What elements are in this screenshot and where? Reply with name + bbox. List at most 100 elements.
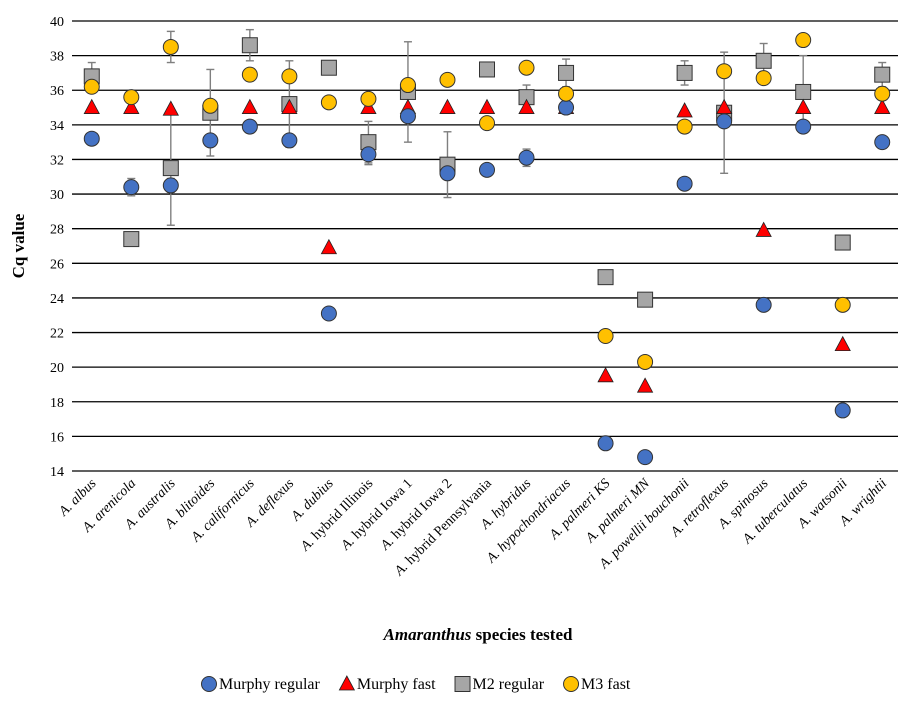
marker-murphy-fast	[518, 98, 535, 114]
marker-m2-regular	[597, 269, 614, 286]
y-tick-label-24: 24	[50, 292, 64, 307]
marker-murphy-fast	[123, 98, 140, 114]
marker-murphy-fast	[874, 98, 891, 114]
y-tick-label-14: 14	[50, 465, 64, 480]
y-axis-tick-labels: 14 16 18 20 22 24 26 28 30 32 34 36 38 40	[50, 15, 64, 480]
marker-murphy-fast	[478, 98, 496, 114]
marker-murphy-regular	[123, 179, 140, 196]
y-tick-label-26: 26	[50, 257, 64, 272]
x-tick-label: A. hybrid Iowa 2	[377, 476, 455, 554]
marker-m2-regular	[162, 160, 179, 177]
marker-murphy-fast	[162, 100, 179, 116]
marker-m3-fast	[360, 90, 377, 107]
y-tick-label-38: 38	[50, 50, 64, 65]
legend-label-m3-fast: M3 fast	[581, 676, 631, 693]
y-tick-label-32: 32	[50, 153, 64, 168]
marker-m3-fast	[83, 78, 100, 95]
marker-murphy-regular	[834, 402, 851, 419]
legend-marker-m2-regular	[454, 676, 471, 692]
x-tick-label: A. hybrid Iowa 1	[338, 476, 416, 554]
marker-murphy-regular	[716, 113, 733, 130]
x-axis-title-rest: species tested	[471, 625, 573, 644]
marker-murphy-regular	[202, 132, 219, 149]
marker-murphy-regular	[320, 305, 337, 322]
marker-m3-fast	[874, 85, 891, 102]
marker-m3-fast	[162, 38, 179, 55]
marker-m3-fast	[637, 353, 654, 370]
marker-murphy-fast	[241, 98, 259, 114]
y-tick-label-16: 16	[50, 430, 64, 445]
marker-murphy-regular	[439, 165, 456, 182]
marker-m2-regular	[123, 231, 140, 248]
y-tick-label-28: 28	[50, 223, 64, 238]
marker-m2-regular	[795, 83, 812, 100]
marker-murphy-fast	[834, 335, 851, 352]
legend-label-murphy-regular: Murphy regular	[219, 676, 321, 693]
grid-lines	[72, 20, 898, 472]
marker-murphy-fast	[795, 98, 812, 114]
marker-m2-regular	[241, 37, 258, 54]
marker-m3-fast	[320, 94, 337, 111]
marker-m3-fast	[439, 71, 456, 88]
marker-m3-fast	[716, 63, 733, 80]
marker-m3-fast	[755, 70, 772, 87]
y-tick-label-36: 36	[50, 84, 64, 99]
marker-m2-regular	[834, 234, 851, 251]
marker-murphy-fast	[636, 377, 654, 393]
marker-murphy-regular	[360, 146, 377, 163]
y-axis-title: Cq value	[9, 213, 28, 278]
marker-m2-regular	[874, 66, 891, 83]
x-axis-title: Amaranthus species tested	[383, 625, 573, 644]
marker-murphy-fast	[676, 102, 693, 118]
marker-murphy-regular	[676, 175, 693, 192]
legend-marker-murphy-regular	[201, 676, 217, 692]
y-tick-label-22: 22	[50, 327, 64, 342]
marker-murphy-fast	[83, 98, 100, 114]
marker-murphy-regular	[399, 108, 416, 125]
marker-murphy-fast	[439, 98, 456, 114]
marker-m2-regular	[320, 59, 337, 76]
marker-murphy-regular	[479, 161, 495, 178]
marker-m3-fast	[281, 68, 298, 85]
marker-m3-fast	[399, 77, 416, 94]
marker-murphy-regular	[795, 118, 812, 135]
marker-m3-fast	[479, 115, 495, 132]
marker-m3-fast	[558, 85, 575, 102]
marker-m2-regular	[479, 61, 495, 78]
marker-murphy-regular	[597, 435, 614, 452]
y-tick-label-40: 40	[50, 15, 64, 30]
marker-m3-fast	[518, 59, 535, 76]
y-tick-label-34: 34	[50, 119, 64, 134]
marker-murphy-regular	[518, 149, 535, 166]
marker-murphy-regular	[83, 130, 100, 147]
legend-marker-murphy-fast	[338, 675, 356, 691]
marker-murphy-regular	[241, 118, 258, 135]
marker-murphy-regular	[637, 449, 654, 466]
marker-m3-fast	[202, 97, 219, 114]
legend-item-murphy-regular: Murphy regular	[201, 676, 321, 693]
marker-m3-fast	[241, 66, 258, 83]
legend-item-murphy-fast: Murphy fast	[338, 675, 436, 693]
y-tick-label-20: 20	[50, 361, 64, 376]
y-tick-label-30: 30	[50, 188, 64, 203]
marker-m3-fast	[795, 32, 812, 49]
marker-murphy-regular	[755, 296, 772, 313]
legend-label-m2-regular: M2 regular	[473, 676, 545, 693]
marker-m2-regular	[676, 64, 693, 81]
y-tick-label-18: 18	[50, 396, 64, 411]
legend-marker-m3-fast	[563, 676, 580, 692]
data-markers	[83, 32, 891, 466]
marker-murphy-regular	[558, 99, 575, 116]
marker-murphy-fast	[755, 221, 772, 237]
marker-murphy-regular	[281, 132, 298, 149]
legend-label-murphy-fast: Murphy fast	[357, 676, 436, 693]
marker-m3-fast	[123, 89, 140, 106]
marker-murphy-fast	[320, 238, 338, 255]
marker-m2-regular	[755, 52, 772, 69]
legend-item-m3-fast: M3 fast	[563, 676, 631, 693]
marker-murphy-regular	[162, 177, 179, 194]
legend: Murphy regular Murphy fast M2 regular M3 fa…	[201, 675, 631, 693]
legend-item-m2-regular: M2 regular	[454, 676, 545, 693]
